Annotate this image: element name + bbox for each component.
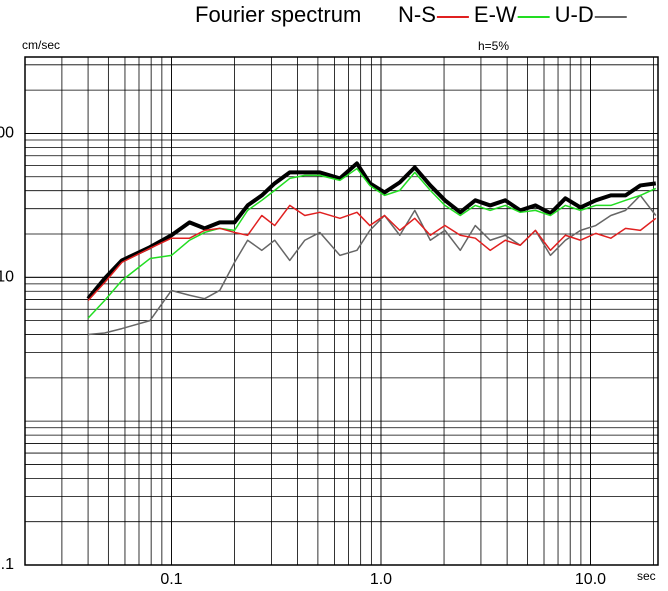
- x-tick-label: 0.1: [160, 571, 182, 588]
- legend-label: E-W: [474, 2, 517, 27]
- y-unit: cm/sec: [22, 38, 60, 52]
- y-tick-label: 0.1: [0, 556, 14, 573]
- x-tick-label: 10.0: [575, 571, 606, 588]
- series-line: [87, 204, 657, 301]
- x-unit: sec: [637, 569, 656, 583]
- y-tick-label: 10: [0, 269, 14, 286]
- y-tick-label: 100: [0, 125, 14, 142]
- legend-label: U-D: [555, 2, 594, 27]
- annotation: h=5%: [478, 39, 509, 53]
- x-tick-label: 1.0: [370, 571, 392, 588]
- series-line: [86, 161, 657, 300]
- series-line: [88, 194, 657, 336]
- legend-label: N-S: [398, 2, 436, 27]
- chart-title: Fourier spectrum: [195, 2, 361, 27]
- series-line: [87, 167, 657, 319]
